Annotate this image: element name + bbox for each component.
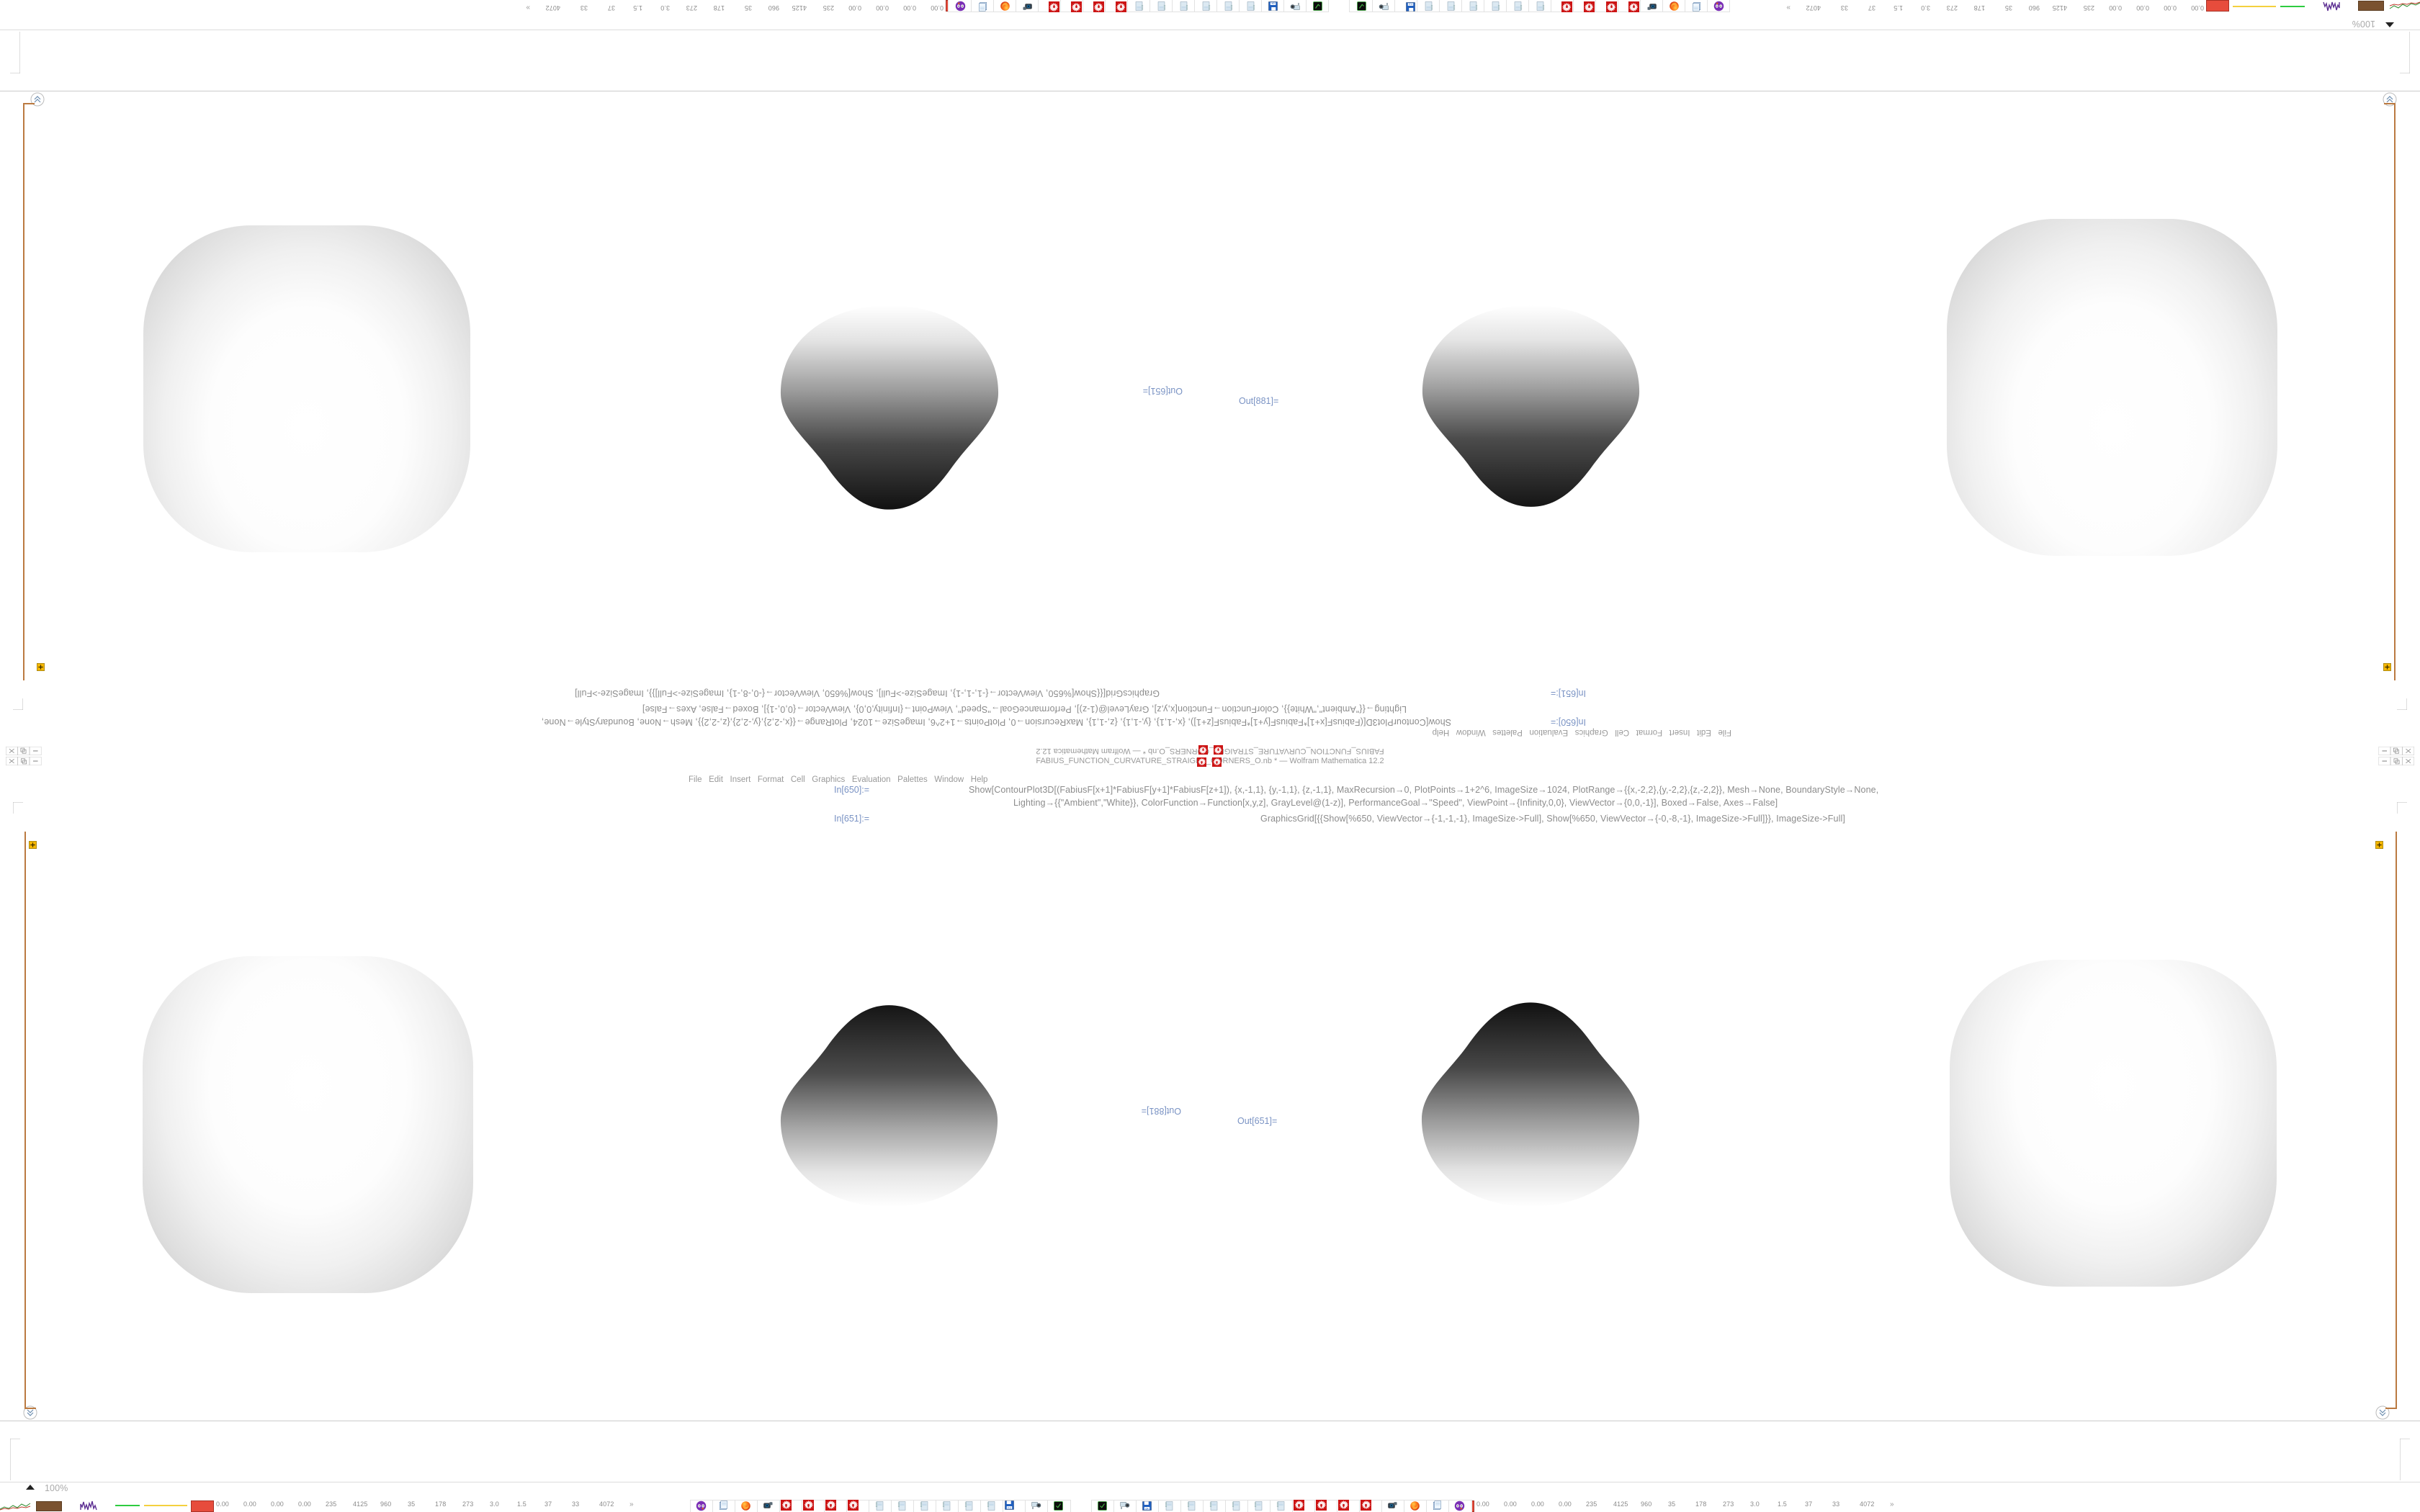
svg-text:64: 64 [1145,1507,1148,1510]
svg-text:64: 64 [1271,2,1274,5]
svg-text:F2: F2 [1409,3,1412,6]
svg-text:F2: F2 [1008,1506,1010,1509]
